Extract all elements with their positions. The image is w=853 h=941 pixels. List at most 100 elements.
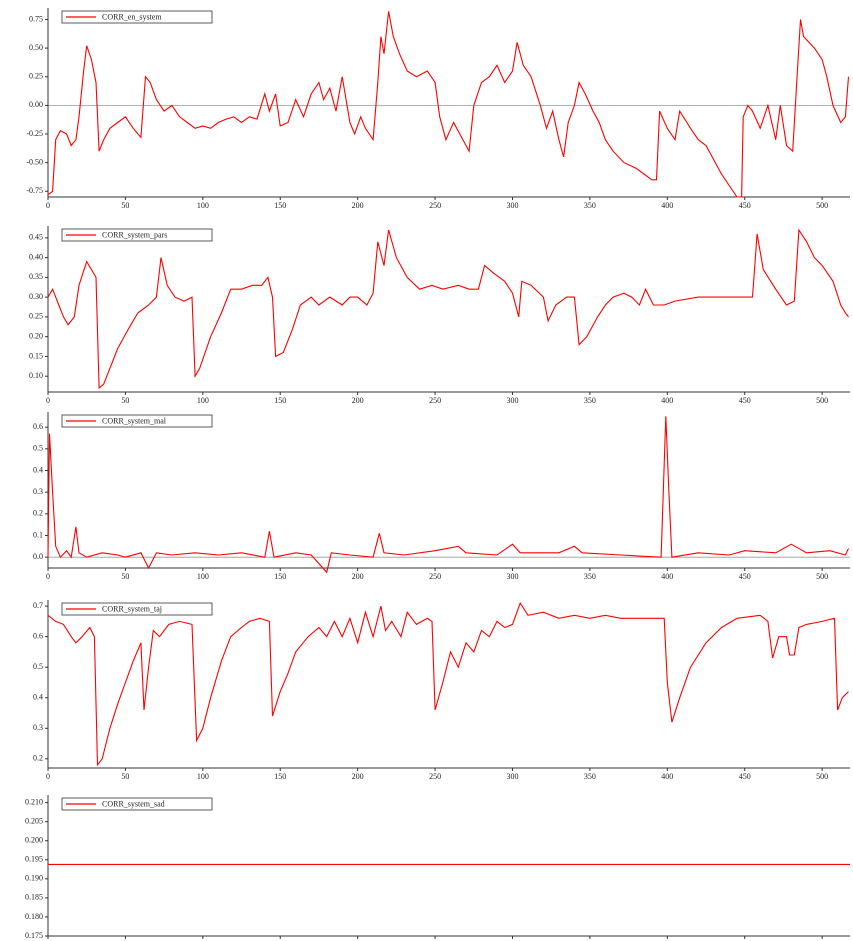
legend-box (61, 414, 213, 428)
x-tick-label: 250 (429, 772, 441, 781)
x-tick-label: 250 (429, 201, 441, 210)
legend-box (61, 10, 213, 24)
legend-label: CORR_system_mal (102, 416, 167, 425)
x-tick-label: 300 (506, 201, 518, 210)
x-tick-label: 500 (816, 772, 828, 781)
x-tick-label: 50 (121, 772, 129, 781)
data-line (47, 228, 849, 390)
y-tick-label: 0.25 (29, 312, 43, 321)
legend-label: CORR_system_sad (102, 799, 165, 808)
x-tick-label: 300 (506, 396, 518, 405)
panel: -0.75 -0.50 -0.25 0.00 0.25 0.50 0.75 0 50 100 150… (26, 8, 850, 210)
y-tick-label: 0.3 (33, 723, 43, 732)
legend-box (61, 228, 213, 242)
y-tick-label: 0.6 (33, 631, 43, 640)
y-tick-label: 0.185 (25, 893, 43, 902)
legend-box (61, 602, 213, 616)
x-tick-label: 100 (197, 396, 209, 405)
y-tick-label: 0.190 (25, 874, 43, 883)
y-tick-label: 0.2 (33, 754, 43, 763)
y-tick-label: 0.5 (33, 662, 43, 671)
panel: 0.0 0.1 0.2 0.3 0.4 0.5 0.6 0 50 100 150 200 250 300 3… (33, 412, 850, 581)
y-tick-label: 0.1 (33, 530, 43, 539)
y-tick-label: 0.35 (29, 272, 43, 281)
legend-label: CORR_system_taj (102, 604, 162, 613)
x-tick-label: 50 (121, 572, 129, 581)
x-tick-label: 500 (816, 201, 828, 210)
y-tick-label: 0.15 (29, 351, 43, 360)
x-tick-label: 300 (506, 772, 518, 781)
data-line (47, 416, 849, 574)
x-tick-label: 400 (661, 572, 673, 581)
x-tick-label: 200 (352, 772, 364, 781)
y-tick-label: 0.10 (29, 371, 43, 380)
x-tick-label: 400 (661, 201, 673, 210)
y-tick-label: 0.180 (25, 912, 43, 921)
y-tick-label: 0.5 (33, 444, 43, 453)
panel: 0.175 0.180 0.185 0.190 0.195 0.200 0.205 0.210… (25, 795, 850, 940)
legend-label: CORR_system_pars (102, 230, 167, 239)
x-tick-label: 150 (274, 772, 286, 781)
x-tick-label: 250 (429, 396, 441, 405)
y-tick-label: 0.45 (29, 233, 43, 242)
y-tick-label: 0.30 (29, 292, 43, 301)
y-tick-label: 0.210 (25, 797, 43, 806)
y-tick-label: -0.25 (26, 129, 43, 138)
x-tick-label: 300 (506, 572, 518, 581)
x-tick-label: 450 (739, 772, 751, 781)
data-line (47, 601, 849, 767)
x-tick-label: 150 (274, 572, 286, 581)
x-tick-label: 50 (121, 396, 129, 405)
y-tick-label: 0.4 (33, 693, 43, 702)
x-tick-label: 450 (739, 572, 751, 581)
x-tick-label: 500 (816, 572, 828, 581)
x-tick-label: 150 (274, 201, 286, 210)
x-tick-label: 150 (274, 396, 286, 405)
panel: 0.2 0.3 0.4 0.5 0.6 0.7 0 50 100 150 200 250 300 350 4… (33, 600, 850, 781)
x-tick-label: 100 (197, 772, 209, 781)
y-tick-label: -0.50 (26, 157, 43, 166)
x-tick-label: 500 (816, 396, 828, 405)
x-tick-label: 400 (661, 396, 673, 405)
data-line (47, 11, 850, 198)
x-tick-label: 50 (121, 201, 129, 210)
y-tick-label: 0.00 (29, 100, 43, 109)
x-tick-label: 0 (46, 572, 50, 581)
x-tick-label: 100 (197, 572, 209, 581)
y-tick-label: 0.40 (29, 252, 43, 261)
x-tick-label: 450 (739, 396, 751, 405)
x-tick-label: 350 (584, 772, 596, 781)
legend-box (61, 797, 213, 811)
x-tick-label: 200 (352, 201, 364, 210)
x-tick-label: 350 (584, 572, 596, 581)
y-tick-label: 0.7 (33, 601, 43, 610)
legend-label: CORR_en_system (102, 12, 162, 21)
y-tick-label: 0.3 (33, 487, 43, 496)
x-tick-label: 250 (429, 572, 441, 581)
x-tick-label: 100 (197, 201, 209, 210)
y-tick-label: 0.75 (29, 14, 43, 23)
x-tick-label: 200 (352, 572, 364, 581)
y-tick-label: 0.2 (33, 509, 43, 518)
y-tick-label: 0.200 (25, 836, 43, 845)
y-tick-label: 0.20 (29, 331, 43, 340)
y-tick-label: 0.50 (29, 43, 43, 52)
y-tick-label: 0.6 (33, 422, 43, 431)
x-tick-label: 350 (584, 396, 596, 405)
y-tick-label: -0.75 (26, 186, 43, 195)
x-tick-label: 450 (739, 201, 751, 210)
x-tick-label: 0 (46, 201, 50, 210)
y-tick-label: 0.0 (33, 552, 43, 561)
y-tick-label: 0.195 (25, 855, 43, 864)
x-tick-label: 200 (352, 396, 364, 405)
x-tick-label: 350 (584, 201, 596, 210)
x-tick-label: 0 (46, 772, 50, 781)
panel: 0.10 0.15 0.20 0.25 0.30 0.35 0.40 0.45 0 50 100 15… (29, 226, 850, 405)
y-tick-label: 0.205 (25, 817, 43, 826)
x-tick-label: 0 (46, 396, 50, 405)
x-tick-label: 400 (661, 772, 673, 781)
y-tick-label: 0.4 (33, 465, 43, 474)
y-tick-label: 0.25 (29, 72, 43, 81)
y-tick-label: 0.175 (25, 931, 43, 940)
